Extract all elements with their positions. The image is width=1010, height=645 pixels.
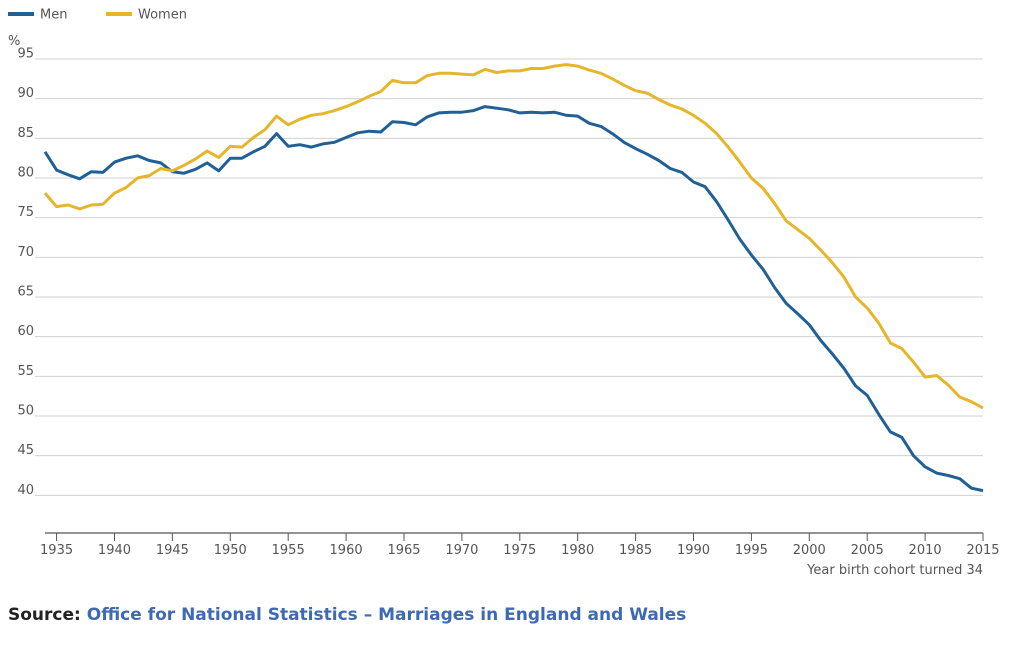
y-tick-label: 90	[17, 86, 34, 101]
x-tick-label: 1980	[561, 543, 594, 558]
x-tick-label: 1950	[214, 543, 247, 558]
source: Source: Office for National Statistics –…	[8, 605, 686, 625]
series-line	[43, 63, 984, 410]
legend-label: Men	[40, 8, 67, 23]
x-axis-title: Year birth cohort turned 34	[806, 563, 983, 578]
series-line	[43, 105, 984, 493]
legend-label: Women	[138, 8, 187, 23]
y-tick-label: 50	[17, 404, 34, 419]
source-link[interactable]: Office for National Statistics – Marriag…	[87, 605, 687, 625]
y-tick-label: 75	[17, 205, 34, 220]
x-tick-label: 1965	[387, 543, 420, 558]
y-tick-label: 95	[17, 47, 34, 62]
x-tick-label: 1990	[677, 543, 710, 558]
y-tick-label: 80	[17, 166, 34, 181]
y-tick-label: 85	[17, 126, 34, 141]
x-tick-label: 1975	[503, 543, 536, 558]
y-axis-unit: %	[8, 34, 20, 49]
y-tick-label: 65	[17, 285, 34, 300]
x-tick-label: 1995	[735, 543, 768, 558]
y-tick-label: 55	[17, 364, 34, 379]
x-tick-label: 1940	[98, 543, 131, 558]
x-tick-label: 2015	[966, 543, 999, 558]
x-tick-label: 2010	[909, 543, 942, 558]
y-tick-label: 60	[17, 324, 34, 339]
y-tick-label: 70	[17, 245, 34, 260]
x-tick-label: 2000	[793, 543, 826, 558]
y-tick-label: 45	[17, 443, 34, 458]
y-tick-label: 40	[17, 483, 34, 498]
x-tick-label: 1935	[40, 543, 73, 558]
x-tick-label: 2005	[851, 543, 884, 558]
x-tick-label: 1945	[156, 543, 189, 558]
source-label: Source:	[8, 605, 81, 625]
x-tick-label: 1970	[445, 543, 478, 558]
x-tick-label: 1960	[330, 543, 363, 558]
x-tick-label: 1955	[272, 543, 305, 558]
x-tick-label: 1985	[619, 543, 652, 558]
